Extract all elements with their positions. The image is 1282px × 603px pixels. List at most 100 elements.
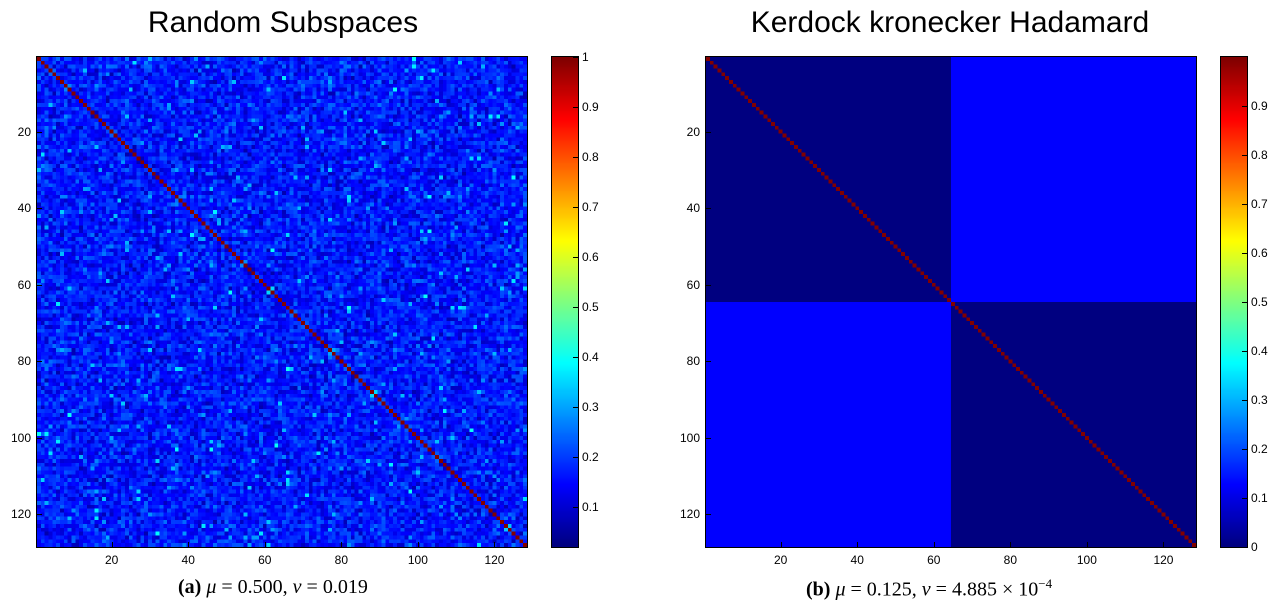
colorbar-tick-label: 0.4 [582, 350, 599, 364]
caption-nu: 4.885 × 10 [951, 578, 1039, 601]
x-tick-mark [780, 542, 782, 547]
x-tick-label: 120 [484, 553, 505, 567]
colorbar-tick-mark [1242, 400, 1247, 401]
y-tick-mark [706, 208, 711, 210]
colorbar-tick-label: 0.2 [1251, 442, 1268, 456]
x-tick-mark [1010, 542, 1012, 547]
colorbar-tick-label: 0.9 [1251, 99, 1268, 113]
x-tick-mark [1163, 542, 1165, 547]
y-tick-label: 80 [17, 354, 31, 369]
caption-mu: 0.500 [237, 576, 283, 598]
caption-nu: 0.019 [322, 576, 368, 598]
y-tick-mark [706, 131, 711, 133]
colorbar-tick-mark [1242, 253, 1247, 254]
colorbar-tick-label: 0.2 [582, 450, 599, 464]
colorbar-tick-label: 0.9 [582, 100, 599, 114]
colorbar-tick-label: 0.7 [582, 200, 599, 214]
y-tick-mark [37, 437, 42, 439]
y-tick-label: 120 [679, 507, 700, 522]
y-tick-label: 120 [10, 507, 31, 522]
x-tick-label: 20 [773, 553, 788, 567]
x-tick-label: 40 [181, 553, 195, 567]
y-tick-mark [37, 208, 42, 210]
colorbar-tick-label: 0.7 [1251, 197, 1268, 211]
colorbar-tick-mark [573, 207, 578, 208]
colorbar-tick-mark [1242, 449, 1247, 450]
heatmap-plot [705, 56, 1197, 548]
colorbar-gradient [552, 57, 578, 547]
x-tick-mark [264, 542, 266, 547]
colorbar-tick-mark [573, 357, 578, 358]
y-tick-label: 20 [17, 124, 31, 139]
colorbar-tick-mark [573, 457, 578, 458]
caption-mu: 0.125 [866, 578, 912, 601]
colorbar-tick-label: 0.5 [582, 300, 599, 314]
x-tick-label: 120 [1153, 553, 1174, 567]
colorbar-tick-label: 0.8 [582, 150, 599, 164]
y-tick-label: 40 [686, 201, 700, 216]
x-tick-mark [111, 542, 113, 547]
figure-caption: (b) μ = 0.125, ν = 4.885 × 10−4 [806, 576, 1053, 601]
colorbar-tick-label: 0.6 [1251, 246, 1268, 260]
colorbar-tick-mark [573, 407, 578, 408]
colorbar-tick-label: 1 [582, 50, 589, 64]
y-tick-mark [706, 284, 711, 286]
colorbar-tick-mark [1242, 302, 1247, 303]
colorbar-tick-label: 0.3 [582, 400, 599, 414]
x-tick-label: 100 [407, 553, 428, 567]
x-tick-mark [341, 542, 343, 547]
colorbar-tick-label: 0.8 [1251, 148, 1268, 162]
colorbar-tick-mark [1242, 106, 1247, 107]
y-tick-label: 40 [17, 201, 31, 216]
colorbar-tick-label: 0.4 [1251, 344, 1268, 358]
y-tick-mark [37, 284, 42, 286]
heatmap-canvas [37, 57, 527, 547]
colorbar-tick-mark [1242, 204, 1247, 205]
x-tick-mark [857, 542, 859, 547]
colorbar-tick-mark [573, 107, 578, 108]
chart-title: Kerdock kronecker Hadamard [750, 6, 1150, 39]
chart-title: Random Subspaces [147, 6, 419, 39]
y-tick-mark [37, 361, 42, 363]
colorbar-tick-mark [573, 57, 578, 58]
y-tick-mark [706, 437, 711, 439]
x-tick-label: 80 [334, 553, 348, 567]
colorbar-tick-mark [1242, 155, 1247, 156]
x-tick-label: 40 [850, 553, 864, 567]
y-tick-label: 100 [679, 430, 700, 445]
y-tick-label: 60 [17, 277, 31, 292]
y-tick-mark [37, 514, 42, 516]
y-tick-label: 80 [686, 354, 700, 369]
x-tick-label: 100 [1076, 553, 1097, 567]
x-tick-label: 80 [1003, 553, 1017, 567]
heatmap-plot [36, 56, 528, 548]
colorbar-tick-label: 0.1 [582, 500, 599, 514]
colorbar-tick-mark [573, 307, 578, 308]
colorbar-tick-mark [573, 507, 578, 508]
y-tick-mark [37, 131, 42, 133]
figure-caption: (a) μ = 0.500, ν = 0.019 [178, 576, 368, 598]
colorbar-tick-label: 0.1 [1251, 491, 1268, 505]
x-tick-label: 60 [927, 553, 941, 567]
colorbar-tick-mark [1242, 547, 1247, 548]
colorbar-tick-label: 0.6 [582, 250, 599, 264]
colorbar-tick-mark [1242, 351, 1247, 352]
panel-kerdock-kronecker-hadamard: Kerdock kronecker Hadamard 20 40 60 80 100 12… [641, 0, 1282, 603]
heatmap-canvas [706, 57, 1196, 547]
y-tick-mark [706, 514, 711, 516]
colorbar-tick-label: 0.5 [1251, 295, 1268, 309]
panel-random-subspaces: Random Subspaces 20 40 60 80 100 120 20 40 60 80 1… [0, 0, 640, 603]
caption-label: (a) [178, 576, 202, 598]
x-tick-label: 60 [258, 553, 272, 567]
colorbar-tick-label: 0 [1251, 540, 1258, 554]
caption-nu-exponent: −4 [1038, 576, 1053, 591]
colorbar-tick-label: 0.3 [1251, 393, 1268, 407]
x-tick-mark [1086, 542, 1088, 547]
x-tick-label: 20 [104, 553, 119, 567]
x-tick-mark [188, 542, 190, 547]
colorbar-tick-mark [1242, 498, 1247, 499]
y-tick-label: 100 [10, 430, 31, 445]
colorbar-tick-mark [573, 157, 578, 158]
y-tick-label: 60 [686, 277, 700, 292]
caption-label: (b) [806, 578, 831, 601]
